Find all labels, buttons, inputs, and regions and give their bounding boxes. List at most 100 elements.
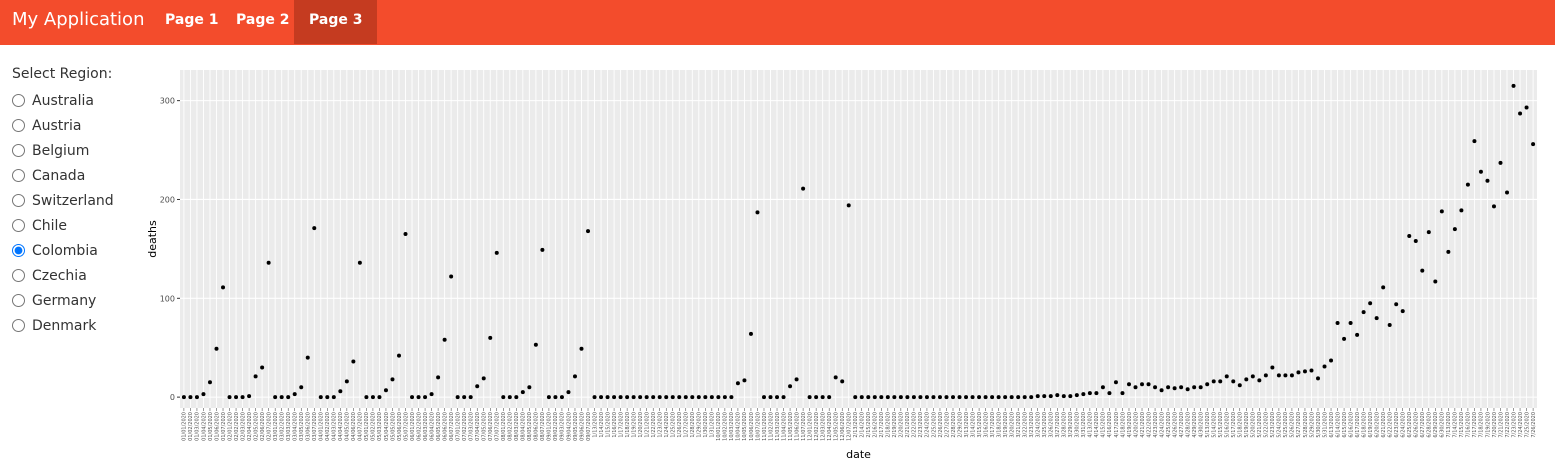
- region-option[interactable]: Australia: [12, 88, 114, 113]
- radio-button[interactable]: [12, 219, 25, 232]
- option-label[interactable]: Switzerland: [32, 192, 114, 209]
- x-tick-label: 04/01/2020: [319, 412, 325, 441]
- option-label[interactable]: Germany: [32, 292, 97, 309]
- x-tick-label: 7/21/2020: [1498, 412, 1504, 438]
- region-option[interactable]: Canada: [12, 163, 114, 188]
- x-tick-label: 01/03/2020: [195, 412, 201, 441]
- point: [1192, 385, 1197, 390]
- point: [1081, 392, 1086, 397]
- y-tick-label: 100: [160, 294, 175, 303]
- point: [872, 395, 877, 400]
- x-tick-label: 1/13/2020: [592, 412, 598, 438]
- x-tick-label: 09/02/2020: [553, 412, 559, 441]
- x-tick-label: 6/17/2020: [1355, 412, 1361, 438]
- point: [788, 384, 793, 389]
- x-tick-label: 3/19/2020: [1003, 412, 1009, 438]
- option-label[interactable]: Czechia: [32, 267, 87, 284]
- radio-button[interactable]: [12, 144, 25, 157]
- point: [1446, 249, 1451, 254]
- x-tick-label: 11/03/2020: [775, 412, 781, 441]
- point: [1459, 208, 1464, 213]
- point: [1335, 321, 1340, 326]
- x-tick-label: 6/15/2020: [1342, 412, 1348, 438]
- x-tick-label: 01/06/2020: [214, 412, 220, 441]
- radio-button[interactable]: [12, 319, 25, 332]
- x-tick-label: 6/28/2020: [1427, 412, 1433, 438]
- y-tick-label: 300: [160, 97, 175, 106]
- point: [1140, 382, 1145, 387]
- point: [1257, 378, 1262, 383]
- x-tick-label: 3/31/2020: [1081, 412, 1087, 438]
- point: [722, 395, 727, 400]
- x-tick-label: 5/14/2020: [1212, 412, 1218, 438]
- point: [1218, 379, 1223, 384]
- region-option[interactable]: Colombia: [12, 238, 114, 263]
- region-option[interactable]: Czechia: [12, 263, 114, 288]
- nav-tab[interactable]: Page 2: [236, 12, 290, 28]
- x-tick-label: 5/16/2020: [1225, 412, 1231, 438]
- point: [1107, 391, 1112, 396]
- x-tick-label: 3/21/2020: [1016, 412, 1022, 438]
- x-tick-label: 01/04/2020: [201, 412, 207, 441]
- option-label[interactable]: Canada: [32, 167, 86, 184]
- point: [559, 395, 564, 400]
- x-tick-label: 1/18/2020: [625, 412, 631, 438]
- brand[interactable]: My Application: [12, 9, 145, 30]
- x-tick-label: 07/07/2020: [495, 412, 501, 441]
- point: [1478, 169, 1483, 174]
- y-tick-label: 0: [170, 393, 175, 402]
- point: [670, 395, 675, 400]
- option-label[interactable]: Colombia: [32, 242, 98, 259]
- x-tick-label: 2/18/2020: [886, 412, 892, 438]
- nav-tab[interactable]: Page 3: [294, 0, 378, 44]
- point: [253, 374, 258, 379]
- x-tick-label: 06/04/2020: [429, 412, 435, 441]
- point: [1361, 310, 1366, 315]
- x-tick-label: 4/16/2020: [1107, 412, 1113, 438]
- radio-button[interactable]: [12, 294, 25, 307]
- sidebar: Select Region: Australia Austria Belgium Ca…: [12, 66, 114, 338]
- point: [383, 388, 388, 393]
- option-label[interactable]: Austria: [32, 117, 82, 134]
- point: [814, 395, 819, 400]
- x-tick-label: 7/24/2020: [1518, 412, 1524, 438]
- point: [475, 384, 480, 389]
- region-option[interactable]: Denmark: [12, 313, 114, 338]
- point: [188, 395, 193, 400]
- option-label[interactable]: Australia: [32, 92, 94, 109]
- x-tick-label: 4/23/2020: [1153, 412, 1159, 438]
- point: [794, 377, 799, 382]
- option-label[interactable]: Belgium: [32, 142, 90, 159]
- point: [1498, 160, 1503, 165]
- region-option[interactable]: Chile: [12, 213, 114, 238]
- radio-button[interactable]: [12, 119, 25, 132]
- x-tick-label: 12/03/2020: [820, 412, 826, 441]
- radio-button[interactable]: [12, 94, 25, 107]
- region-option[interactable]: Austria: [12, 113, 114, 138]
- option-label[interactable]: Denmark: [32, 317, 97, 334]
- x-tick-label: 2/29/2020: [957, 412, 963, 438]
- point: [357, 260, 362, 265]
- point: [221, 285, 226, 290]
- radio-button[interactable]: [12, 169, 25, 182]
- radio-button[interactable]: [12, 269, 25, 282]
- x-tick-label: 6/26/2020: [1414, 412, 1420, 438]
- x-tick-label: 6/25/2020: [1407, 412, 1413, 438]
- x-tick-label: 5/31/2020: [1322, 412, 1328, 438]
- point: [194, 395, 199, 400]
- point: [892, 395, 897, 400]
- region-option[interactable]: Germany: [12, 288, 114, 313]
- point: [1198, 385, 1203, 390]
- radio-button[interactable]: [12, 194, 25, 207]
- x-tick-label: 5/20/2020: [1251, 412, 1257, 438]
- option-label[interactable]: Chile: [32, 217, 68, 234]
- region-option[interactable]: Belgium: [12, 138, 114, 163]
- point: [631, 395, 636, 400]
- point: [1068, 394, 1073, 399]
- nav-tab[interactable]: Page 1: [165, 12, 219, 28]
- region-option[interactable]: Switzerland: [12, 188, 114, 213]
- point: [781, 395, 786, 400]
- radio-button[interactable]: [12, 244, 25, 257]
- x-tick-label: 04/07/2020: [358, 412, 364, 441]
- point: [951, 395, 956, 400]
